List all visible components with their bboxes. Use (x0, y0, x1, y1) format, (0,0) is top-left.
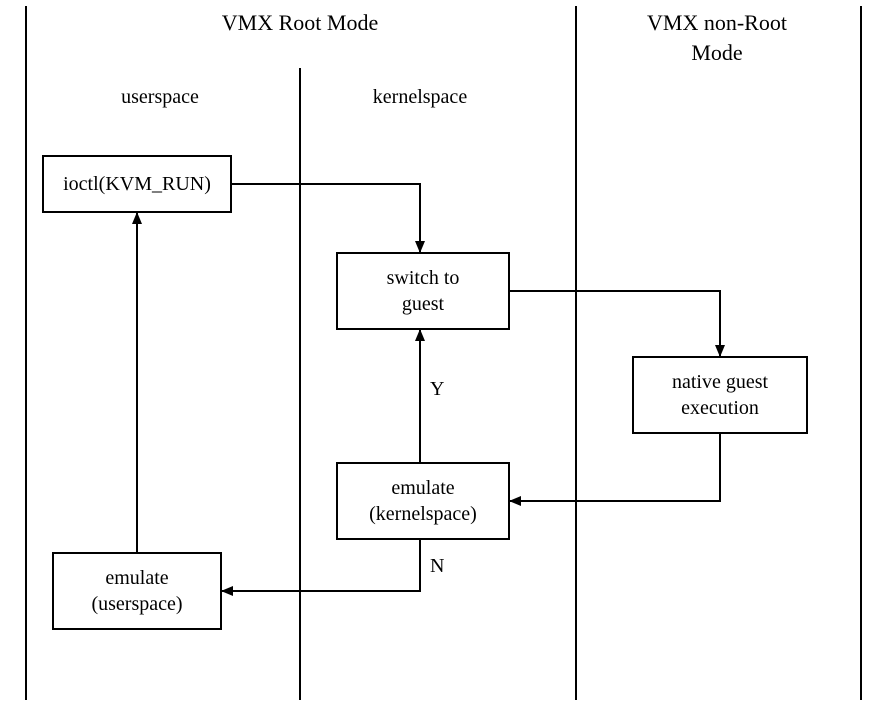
node-label-line: guest (402, 291, 444, 317)
divider-outer-left (25, 6, 27, 700)
edge-switch-to-native (510, 291, 720, 356)
edge-label-N: N (430, 555, 444, 578)
subheading-kernelspace: kernelspace (373, 86, 467, 109)
node-emulate-kernel: emulate(kernelspace) (336, 462, 510, 540)
node-label-line: execution (681, 395, 759, 421)
divider-mid-right (575, 6, 577, 700)
heading-vmx-root: VMX Root Mode (222, 10, 378, 36)
edge-ioctl-to-switch (232, 184, 420, 252)
heading-vmx-nonroot-2: Mode (691, 40, 742, 66)
node-label-line: emulate (391, 475, 454, 501)
edge-label-Y: Y (430, 378, 444, 401)
node-label-line: (kernelspace) (369, 501, 477, 527)
node-ioctl: ioctl(KVM_RUN) (42, 155, 232, 213)
subheading-userspace: userspace (121, 86, 199, 109)
node-label-line: ioctl(KVM_RUN) (63, 171, 211, 197)
divider-mid-left (299, 68, 301, 700)
divider-outer-right (860, 6, 862, 700)
node-label-line: native guest (672, 369, 768, 395)
edge-emukernel-to-emuuser-N (222, 540, 420, 591)
node-native-guest: native guestexecution (632, 356, 808, 434)
node-label-line: switch to (387, 265, 460, 291)
diagram-stage: VMX Root Mode VMX non-Root Mode userspac… (0, 0, 883, 706)
edge-native-to-emukernel (510, 434, 720, 501)
node-switch-to-guest: switch toguest (336, 252, 510, 330)
heading-vmx-nonroot-1: VMX non-Root (647, 10, 787, 36)
node-label-line: (userspace) (91, 591, 182, 617)
node-label-line: emulate (105, 565, 168, 591)
node-emulate-user: emulate(userspace) (52, 552, 222, 630)
